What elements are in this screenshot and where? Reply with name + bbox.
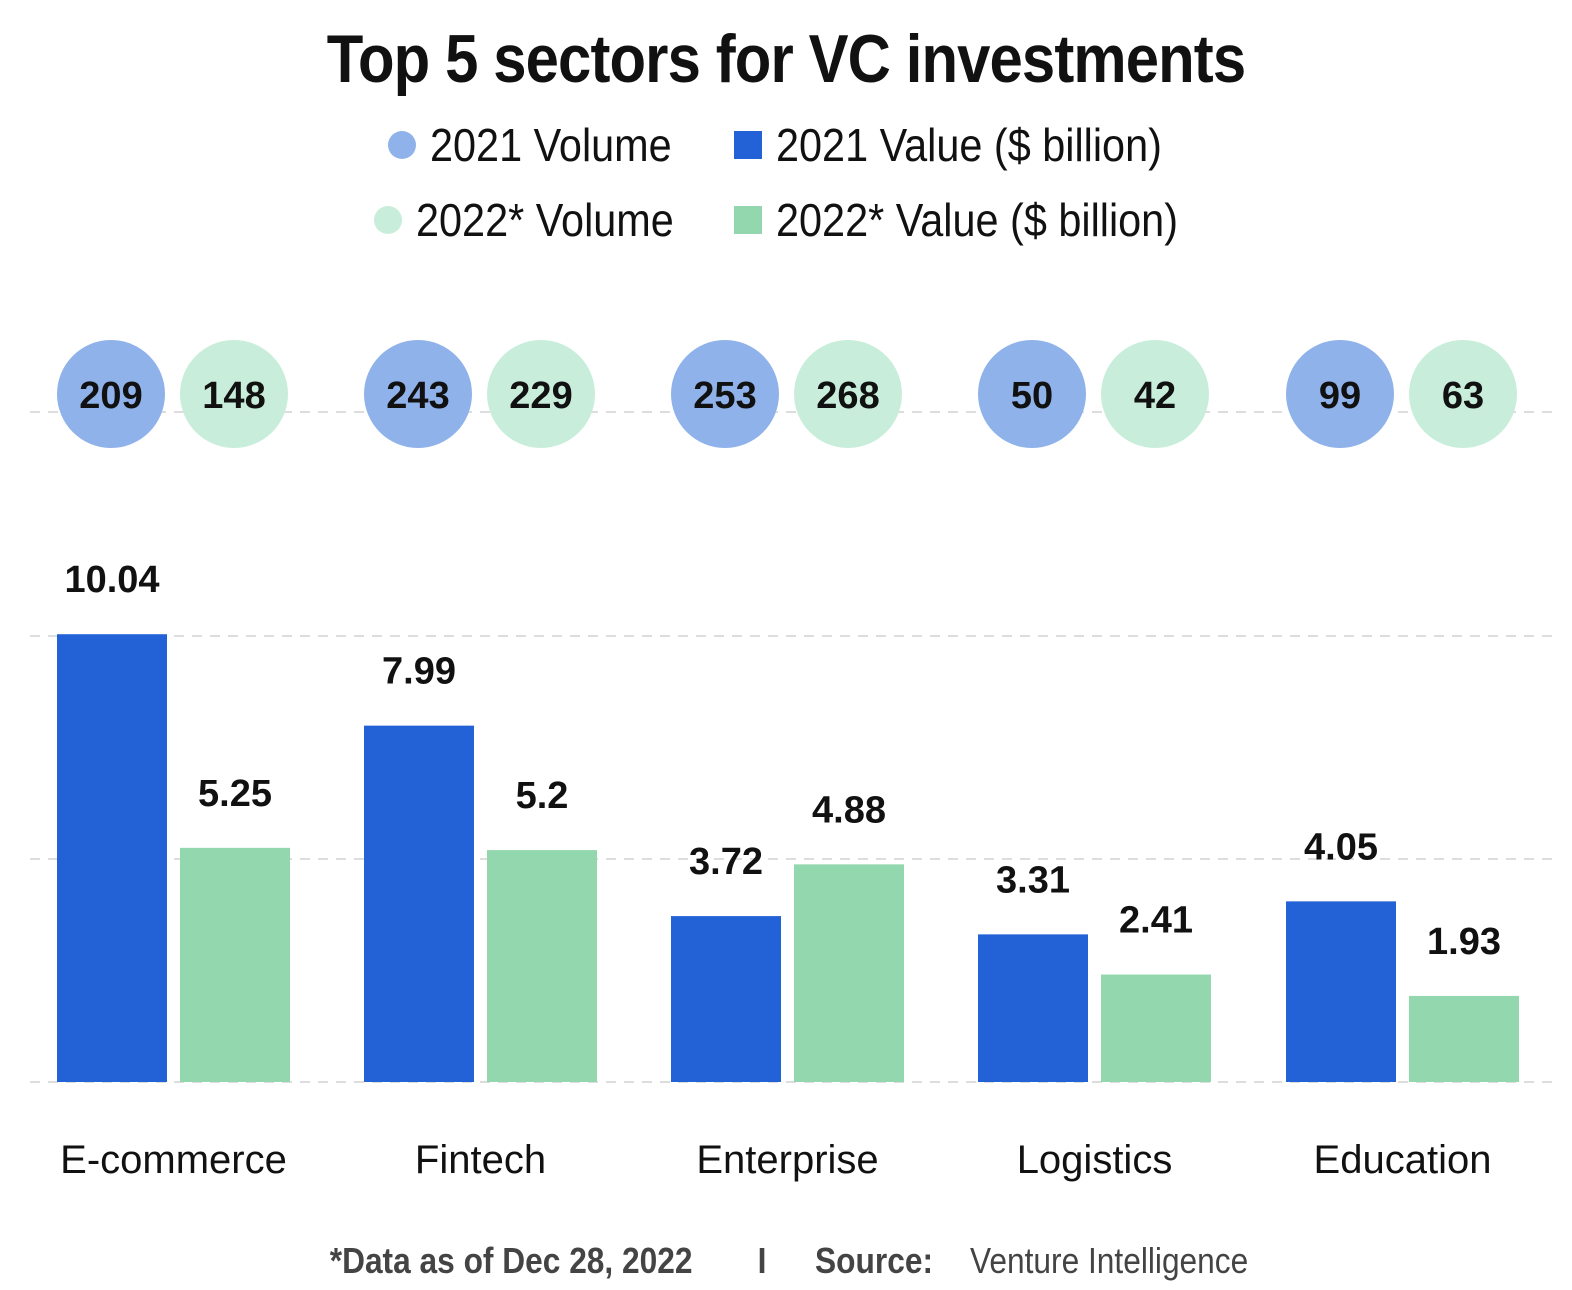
bar-logistics-2022 (1101, 974, 1211, 1082)
volume-label-fintech-2021: 243 (386, 375, 449, 417)
legend-item-2021-value: 2021 Value ($ billion) (734, 118, 1205, 172)
legend-swatch-2022-volume (374, 206, 402, 234)
legend-row-2: 2022* Volume 2022* Value ($ billion) (374, 190, 1223, 250)
legend-swatch-2021-value (734, 131, 762, 159)
value-label-enterprise-2022: 4.88 (812, 789, 886, 831)
category-label-education: Education (1314, 1138, 1492, 1182)
bar-education-2021 (1286, 901, 1396, 1082)
footer-separator: I (757, 1240, 767, 1281)
category-label-logistics: Logistics (1017, 1138, 1173, 1182)
footer-source-label: Source: (815, 1240, 934, 1281)
volume-label-logistics-2022: 42 (1134, 375, 1176, 417)
legend-row-1: 2021 Volume 2021 Value ($ billion) (388, 115, 1205, 175)
category-label-enterprise: Enterprise (696, 1138, 878, 1182)
bar-logistics-2021 (978, 934, 1088, 1082)
volume-circle-education-2022 (1409, 340, 1517, 448)
bar-enterprise-2022 (794, 864, 904, 1082)
legend-label-2022-value: 2022* Value ($ billion) (776, 194, 1179, 246)
bar-fintech-2021 (364, 725, 474, 1082)
value-label-fintech-2022: 5.2 (516, 775, 569, 817)
value-label-logistics-2021: 3.31 (996, 859, 1070, 901)
volume-circle-e-commerce-2022 (180, 340, 288, 448)
bar-e-commerce-2021 (57, 634, 167, 1082)
legend-item-2021-volume: 2021 Volume (388, 118, 730, 172)
legend-swatch-2022-value (734, 206, 762, 234)
legend-item-2022-value: 2022* Value ($ billion) (734, 193, 1223, 247)
value-label-e-commerce-2021: 10.04 (64, 559, 159, 601)
volume-label-education-2021: 99 (1319, 375, 1361, 417)
volume-circle-education-2021 (1286, 340, 1394, 448)
volume-label-enterprise-2022: 268 (816, 375, 879, 417)
chart-footer: *Data as of Dec 28, 2022 I Source: Ventu… (0, 1240, 1572, 1282)
volume-circle-enterprise-2021 (671, 340, 779, 448)
category-label-fintech: Fintech (415, 1138, 546, 1182)
volume-label-e-commerce-2021: 209 (79, 375, 142, 417)
volume-label-e-commerce-2022: 148 (202, 375, 265, 417)
legend-item-2022-volume: 2022* Volume (374, 193, 718, 247)
bar-fintech-2022 (487, 850, 597, 1082)
bar-e-commerce-2022 (180, 847, 290, 1082)
volume-circle-fintech-2022 (487, 340, 595, 448)
volume-circle-fintech-2021 (364, 340, 472, 448)
volume-circle-enterprise-2022 (794, 340, 902, 448)
legend-label-2021-value: 2021 Value ($ billion) (776, 119, 1162, 171)
volume-label-enterprise-2021: 253 (693, 375, 756, 417)
value-label-fintech-2021: 7.99 (382, 651, 456, 693)
volume-circle-logistics-2022 (1101, 340, 1209, 448)
volume-label-education-2022: 63 (1442, 375, 1484, 417)
value-label-education-2022: 1.93 (1427, 921, 1501, 963)
value-label-logistics-2022: 2.41 (1119, 900, 1193, 942)
legend-label-2021-volume: 2021 Volume (430, 119, 672, 171)
volume-label-fintech-2022: 229 (509, 375, 572, 417)
value-label-education-2021: 4.05 (1304, 826, 1378, 868)
volume-circle-logistics-2021 (978, 340, 1086, 448)
volume-label-logistics-2021: 50 (1011, 375, 1053, 417)
bar-enterprise-2021 (671, 916, 781, 1082)
legend-label-2022-volume: 2022* Volume (416, 194, 674, 246)
footer-note: *Data as of Dec 28, 2022 (329, 1240, 693, 1281)
category-label-e-commerce: E-commerce (60, 1138, 287, 1182)
value-label-enterprise-2021: 3.72 (689, 841, 763, 883)
footer-source-value: Venture Intelligence (970, 1240, 1249, 1281)
legend-swatch-2021-volume (388, 131, 416, 159)
chart-title: Top 5 sectors for VC investments (326, 21, 1246, 97)
bar-education-2022 (1409, 995, 1519, 1082)
volume-circle-e-commerce-2021 (57, 340, 165, 448)
value-label-e-commerce-2022: 5.25 (198, 773, 272, 815)
